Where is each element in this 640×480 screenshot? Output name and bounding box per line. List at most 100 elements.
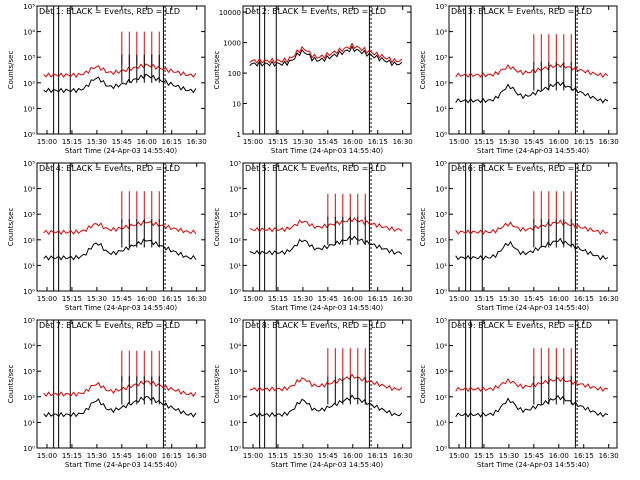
series-events-line [43, 73, 197, 94]
series-lld-line [455, 219, 609, 236]
x-tick-label: 16:15 [162, 138, 182, 146]
x-axis-label: Start Time (24-Apr-03 14:55:40) [477, 461, 589, 469]
x-tick-label: 15:45 [524, 452, 544, 460]
x-tick-label: 15:15 [62, 295, 82, 303]
plot-frame [242, 5, 412, 135]
x-tick-label: 16:00 [549, 452, 569, 460]
y-tick-label: 10⁵ [435, 160, 447, 168]
series-events-line [249, 45, 403, 68]
y-tick-label: 10³ [229, 211, 241, 219]
plot-frame [36, 319, 206, 449]
x-tick-label: 16:30 [187, 138, 207, 146]
chart-title: Det 4: BLACK = Events, RED = LLD [39, 164, 180, 173]
y-tick-label: 10⁴ [23, 343, 35, 351]
y-tick-label: 10⁰ [229, 445, 241, 453]
y-tick-label: 10² [435, 394, 447, 402]
x-tick-label: 15:30 [293, 452, 313, 460]
series-lld-line [43, 63, 197, 79]
x-tick-label: 15:15 [268, 452, 288, 460]
x-tick-label: 15:30 [499, 452, 519, 460]
y-tick-label: 10¹ [435, 105, 447, 113]
series-events-line [43, 395, 197, 418]
chart-panel-5: Det 5: BLACK = Events, RED = LLD 10⁰ 10¹ 10… [213, 160, 413, 312]
y-tick-label: 10⁴ [229, 343, 241, 351]
x-tick-label: 15:15 [474, 452, 494, 460]
x-tick-label: 16:00 [343, 138, 363, 146]
y-tick-label: 10³ [229, 368, 241, 376]
x-tick-label: 15:45 [112, 138, 132, 146]
series-events-line [455, 237, 609, 261]
series-events-line [249, 394, 403, 418]
x-axis-label: Start Time (24-Apr-03 14:55:40) [271, 461, 383, 469]
y-tick-label: 10⁰ [435, 131, 447, 139]
x-tick-label: 16:30 [393, 138, 413, 146]
x-tick-label: 16:15 [574, 138, 594, 146]
x-tick-label: 16:15 [162, 295, 182, 303]
series-lld-line [249, 373, 403, 392]
x-tick-label: 15:30 [293, 138, 313, 146]
x-tick-label: 15:45 [524, 295, 544, 303]
x-tick-label: 16:15 [574, 295, 594, 303]
chart-panel-6: Det 6: BLACK = Events, RED = LLD 10⁰ 10¹ 10… [419, 160, 619, 312]
y-tick-label: 10⁰ [23, 131, 35, 139]
y-tick-label: 10⁵ [23, 3, 35, 11]
y-tick-label: 1 [237, 131, 241, 139]
series-lld-line [249, 42, 403, 64]
y-tick-label: 10¹ [435, 419, 447, 427]
series-lld-line [43, 380, 197, 398]
x-tick-label: 15:00 [449, 138, 469, 146]
y-tick-label: 10¹ [229, 419, 241, 427]
y-tick-label: 10⁴ [435, 29, 447, 37]
y-tick-label: 10² [23, 237, 35, 245]
x-tick-label: 15:15 [268, 138, 288, 146]
y-axis-label: Counts/sec [419, 208, 427, 247]
x-tick-label: 15:00 [449, 295, 469, 303]
y-tick-label: 10² [23, 80, 35, 88]
series-lld-line [43, 220, 197, 236]
x-tick-label: 15:30 [87, 452, 107, 460]
plot-frame [448, 162, 618, 292]
x-tick-label: 15:00 [243, 138, 263, 146]
y-tick-label: 10³ [435, 368, 447, 376]
x-tick-label: 15:00 [37, 295, 57, 303]
plot-frame [448, 5, 618, 135]
series-events-line [43, 238, 197, 261]
series-events-line [455, 81, 609, 104]
chart-panel-3: Det 3: BLACK = Events, RED = LLD 10⁰ 10¹ 10… [419, 3, 619, 155]
y-tick-label: 10⁰ [435, 288, 447, 296]
x-tick-label: 15:45 [318, 138, 338, 146]
chart-title: Det 9: BLACK = Events, RED = LLD [451, 321, 592, 330]
x-tick-label: 15:00 [37, 138, 57, 146]
x-tick-label: 16:00 [137, 295, 157, 303]
y-tick-label: 10¹ [23, 105, 35, 113]
y-tick-label: 10² [435, 237, 447, 245]
x-tick-label: 16:15 [368, 138, 388, 146]
y-tick-label: 100 [228, 70, 241, 78]
y-axis-label: Counts/sec [213, 208, 221, 247]
x-tick-label: 15:30 [87, 138, 107, 146]
x-tick-label: 15:15 [62, 138, 82, 146]
x-tick-label: 15:30 [499, 138, 519, 146]
x-tick-label: 15:30 [293, 295, 313, 303]
x-tick-label: 16:00 [343, 452, 363, 460]
series-lld-line [455, 376, 609, 393]
y-axis-label: Counts/sec [7, 365, 15, 404]
y-tick-label: 10⁰ [435, 445, 447, 453]
x-tick-label: 16:00 [137, 452, 157, 460]
y-tick-label: 10³ [23, 211, 35, 219]
y-tick-label: 10000 [219, 9, 241, 17]
chart-title: Det 1: BLACK = Events, RED = LLD [39, 7, 180, 16]
x-tick-label: 15:45 [524, 138, 544, 146]
y-tick-label: 1000 [223, 40, 241, 48]
chart-panel-8: Det 8: BLACK = Events, RED = LLD 10⁰ 10¹ 10… [213, 317, 413, 469]
y-tick-label: 10⁴ [435, 343, 447, 351]
y-tick-label: 10⁵ [229, 317, 241, 325]
plot-frame [242, 162, 412, 292]
x-axis-label: Start Time (24-Apr-03 14:55:40) [65, 304, 177, 312]
y-tick-label: 10⁵ [23, 317, 35, 325]
y-tick-label: 10³ [23, 54, 35, 62]
y-axis-label: Counts/sec [7, 51, 15, 90]
y-tick-label: 10³ [23, 368, 35, 376]
chart-title: Det 6: BLACK = Events, RED = LLD [451, 164, 592, 173]
y-tick-label: 10⁰ [23, 445, 35, 453]
